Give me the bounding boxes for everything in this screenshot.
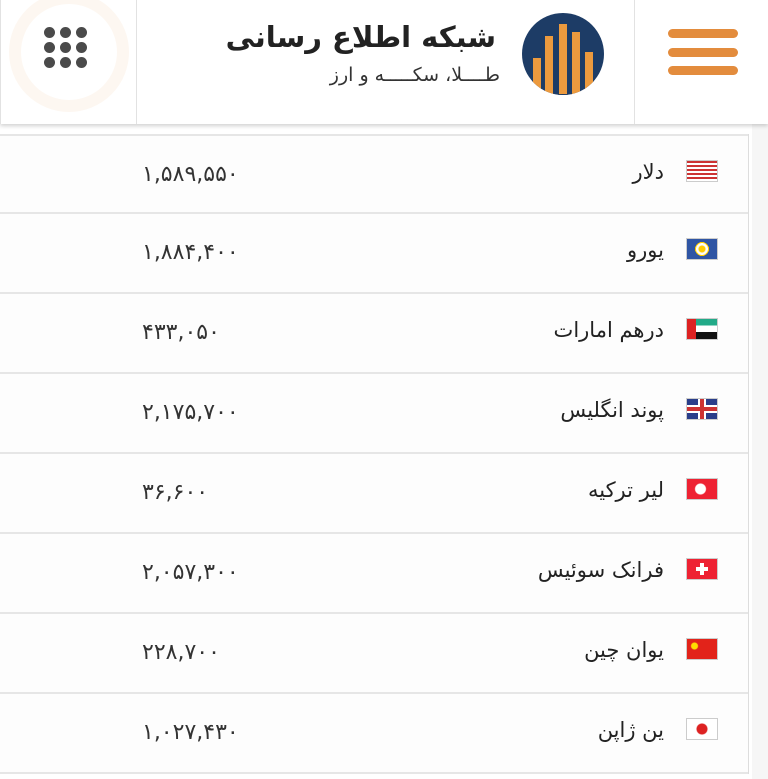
- currency-name: دلار: [632, 160, 664, 184]
- currency-price: ۳۶,۶۰۰: [142, 480, 209, 505]
- flag-us-icon: [686, 160, 718, 182]
- currency-name: درهم امارات: [553, 318, 664, 342]
- flag-jp-icon: [686, 718, 718, 740]
- logo-icon[interactable]: [522, 13, 604, 95]
- currency-name: لیر ترکیه: [587, 478, 664, 502]
- rate-row[interactable]: پوند انگلیس ۲,۱۷۵,۷۰۰: [0, 374, 748, 454]
- site-subtitle: طــــلا، سکـــــه و ارز: [329, 64, 500, 86]
- rate-row[interactable]: دلار ۱,۵۸۹,۵۵۰: [0, 134, 748, 214]
- flag-ae-icon: [686, 318, 718, 340]
- rate-row[interactable]: فرانک سوئیس ۲,۰۵۷,۳۰۰: [0, 534, 748, 614]
- currency-price: ۴۳۳,۰۵۰: [142, 320, 220, 345]
- rate-row[interactable]: یورو ۱,۸۸۴,۴۰۰: [0, 214, 748, 294]
- currency-name: فرانک سوئیس: [537, 558, 664, 582]
- apps-button[interactable]: [0, 0, 137, 124]
- currency-name: یوان چین: [584, 638, 664, 662]
- hamburger-icon: [668, 29, 738, 38]
- app-header: شبکه اطلاع رسانی طــــلا، سکـــــه و ارز: [0, 0, 768, 124]
- currency-price: ۲,۰۵۷,۳۰۰: [142, 560, 239, 585]
- flag-gb-icon: [686, 398, 718, 420]
- rate-row[interactable]: درهم امارات ۴۳۳,۰۵۰: [0, 294, 748, 374]
- rate-row[interactable]: لیر ترکیه ۳۶,۶۰۰: [0, 454, 748, 534]
- currency-price: ۱,۸۸۴,۴۰۰: [142, 240, 239, 265]
- flag-cn-icon: [686, 638, 718, 660]
- currency-price: ۲,۱۷۵,۷۰۰: [142, 400, 239, 425]
- menu-button[interactable]: [634, 0, 768, 124]
- currency-price: ۲۲۸,۷۰۰: [142, 640, 220, 665]
- hamburger-icon-bar: [668, 66, 738, 75]
- flag-eu-icon: [686, 238, 718, 260]
- flag-ch-icon: [686, 558, 718, 580]
- site-title: شبکه اطلاع رسانی: [225, 20, 496, 54]
- currency-price: ۱,۰۲۷,۴۳۰: [142, 720, 239, 745]
- grid-dots-icon: [44, 27, 87, 68]
- hamburger-icon-bar: [668, 48, 738, 57]
- currency-name: ین ژاپن: [597, 718, 664, 742]
- rate-row[interactable]: یوان چین ۲۲۸,۷۰۰: [0, 614, 748, 694]
- rates-list: دلار ۱,۵۸۹,۵۵۰ یورو ۱,۸۸۴,۴۰۰ درهم امارات ۴۳۳…: [0, 134, 749, 774]
- rate-row[interactable]: ین ژاپن ۱,۰۲۷,۴۳۰: [0, 694, 748, 774]
- currency-name: پوند انگلیس: [560, 398, 664, 422]
- currency-name: یورو: [627, 238, 664, 262]
- flag-tr-icon: [686, 478, 718, 500]
- scrollbar[interactable]: [752, 124, 768, 779]
- currency-price: ۱,۵۸۹,۵۵۰: [142, 162, 239, 187]
